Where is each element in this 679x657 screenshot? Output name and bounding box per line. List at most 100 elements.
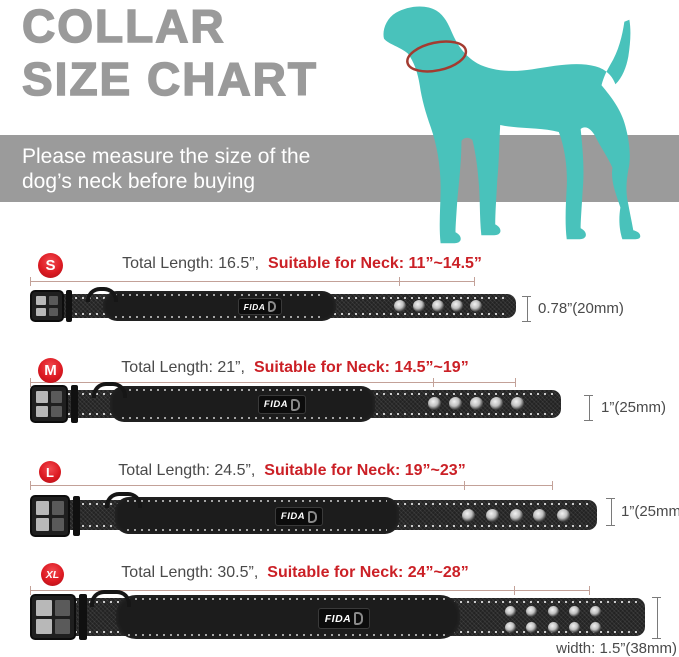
brand-patch: FIDA [238,298,282,315]
length-ruler-xl [30,586,590,595]
eyelet [462,509,475,522]
total-length-s: Total Length: 16.5”, [122,255,260,272]
size-row-text-l: Total Length: 24.5”, Suitable for Neck: … [72,462,512,480]
d-ring-glyph-icon [268,301,277,312]
neck-range-s: Suitable for Neck: 11”~14.5” [268,255,482,272]
collar-pad [109,386,376,422]
page-title: COLLAR SIZE CHART [21,0,318,106]
d-ring-glyph-icon [354,612,364,625]
width-bracket-xl [652,597,661,639]
eyelet [511,397,524,410]
brand-label: FIDA [243,301,266,312]
eyelet [490,397,504,410]
eyelet [547,606,559,617]
brand-label: FIDA [324,612,352,625]
size-badge-m: M [38,358,63,383]
eyelet [547,622,559,633]
neck-range-l: Suitable for Neck: 19”~23” [264,462,466,479]
measure-notice-line1: Please measure the size of the [22,145,311,168]
eyelet [448,397,462,410]
width-label-xl: width: 1.5”(38mm) [556,640,677,657]
page-title-line2: SIZE CHART [21,52,318,106]
ruler-tick [399,277,401,286]
eyelet [413,300,425,312]
total-length-xl: Total Length: 30.5”, [121,564,259,581]
strap-keeper [66,290,72,322]
eyelet [505,622,516,633]
ruler-tick [433,378,435,387]
length-ruler-m [30,378,516,387]
dog-silhouette-icon [383,6,641,244]
brand-patch: FIDA [275,507,323,526]
collar-illustration-xl: FIDA [30,590,645,640]
size-row-text-s: Total Length: 16.5”, Suitable for Neck: … [82,255,522,273]
width-bracket-m [584,395,593,421]
collar-pad [102,291,337,321]
neck-measure-ring-icon [406,40,468,73]
total-length-m: Total Length: 21”, [121,359,245,376]
eyelet [470,300,482,312]
measure-notice-line2: dog’s neck before buying [22,170,256,193]
width-label-s: 0.78”(20mm) [538,300,624,317]
brand-patch: FIDA [318,608,370,629]
d-ring-glyph-icon [291,398,301,411]
eyelet [590,606,601,617]
eyelet [394,300,406,312]
width-label-l: 1”(25mm) [621,503,679,520]
brand-label: FIDA [280,511,306,522]
width-label-m: 1”(25mm) [601,399,667,416]
eyelet [485,509,499,522]
eyelet [526,606,538,617]
ruler-tick [514,586,516,595]
width-bracket-l [606,498,615,526]
d-ring-icon [92,382,127,398]
eyelet [557,509,570,522]
measure-notice-text: Please measure the size of the dog’s nec… [22,144,310,194]
eyelet-row [428,397,524,410]
eyelet [428,397,441,410]
size-row-text-m: Total Length: 21”, Suitable for Neck: 14… [75,359,515,377]
eyelet-row [505,606,601,617]
collar-illustration-m: FIDA [30,382,561,424]
eyelet [451,300,463,312]
d-ring-icon [86,287,118,302]
eyelet-row [505,622,601,633]
eyelet [432,300,444,312]
strap-keeper [73,496,80,536]
ruler-tick [464,481,466,490]
buckle-icon [30,495,70,537]
collar-pad [116,595,461,639]
size-badge-xl: XL [41,563,64,586]
eyelet [533,509,547,522]
d-ring-icon [90,590,131,607]
buckle-icon [30,594,76,640]
page-title-line1: COLLAR [21,0,226,53]
eyelet [469,397,483,410]
buckle-icon [30,385,68,423]
neck-range-m: Suitable for Neck: 14.5”~19” [253,359,469,376]
size-badge-l: L [39,461,61,483]
strap-keeper [79,594,87,640]
eyelet-row [394,300,482,312]
buckle-icon [30,290,64,322]
brand-patch: FIDA [258,395,306,414]
eyelet [590,622,601,633]
collar-illustration-s: FIDA [30,287,516,324]
eyelet-row [462,509,570,522]
size-row-text-xl: Total Length: 30.5”, Suitable for Neck: … [75,564,515,582]
collar-illustration-l: FIDA [30,492,597,538]
eyelet [509,509,523,522]
eyelet [505,606,516,617]
collar-pad [115,497,399,534]
strap-keeper [71,385,78,423]
total-length-l: Total Length: 24.5”, [118,462,256,479]
d-ring-glyph-icon [308,510,318,523]
length-ruler-s [30,277,475,286]
length-ruler-l [30,481,553,490]
d-ring-icon [105,492,142,508]
neck-range-xl: Suitable for Neck: 24”~28” [267,564,469,581]
eyelet [568,622,580,633]
brand-label: FIDA [263,399,289,410]
eyelet [568,606,580,617]
